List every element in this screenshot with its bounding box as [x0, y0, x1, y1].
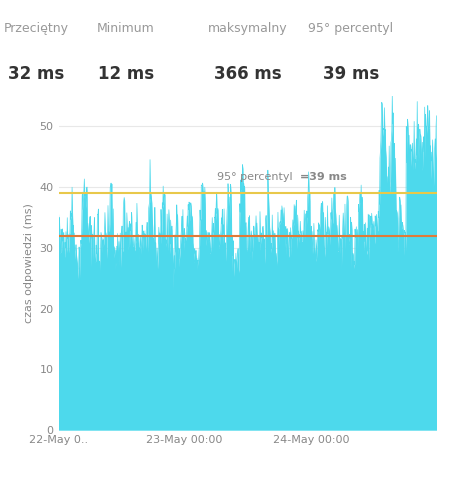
- Text: maksymalny: maksymalny: [208, 22, 287, 34]
- Text: 39 ms: 39 ms: [323, 65, 379, 83]
- Text: =39 ms: =39 ms: [300, 172, 347, 182]
- Text: Przeciętny: Przeciętny: [4, 22, 68, 34]
- Text: 95° percentyl: 95° percentyl: [217, 172, 300, 182]
- Y-axis label: czas odpowiedzi (ms): czas odpowiedzi (ms): [24, 203, 34, 323]
- Text: 12 ms: 12 ms: [98, 65, 154, 83]
- Text: 366 ms: 366 ms: [214, 65, 281, 83]
- Text: 32 ms: 32 ms: [8, 65, 64, 83]
- Text: 95° percentyl: 95° percentyl: [308, 22, 394, 34]
- Text: Minimum: Minimum: [97, 22, 155, 34]
